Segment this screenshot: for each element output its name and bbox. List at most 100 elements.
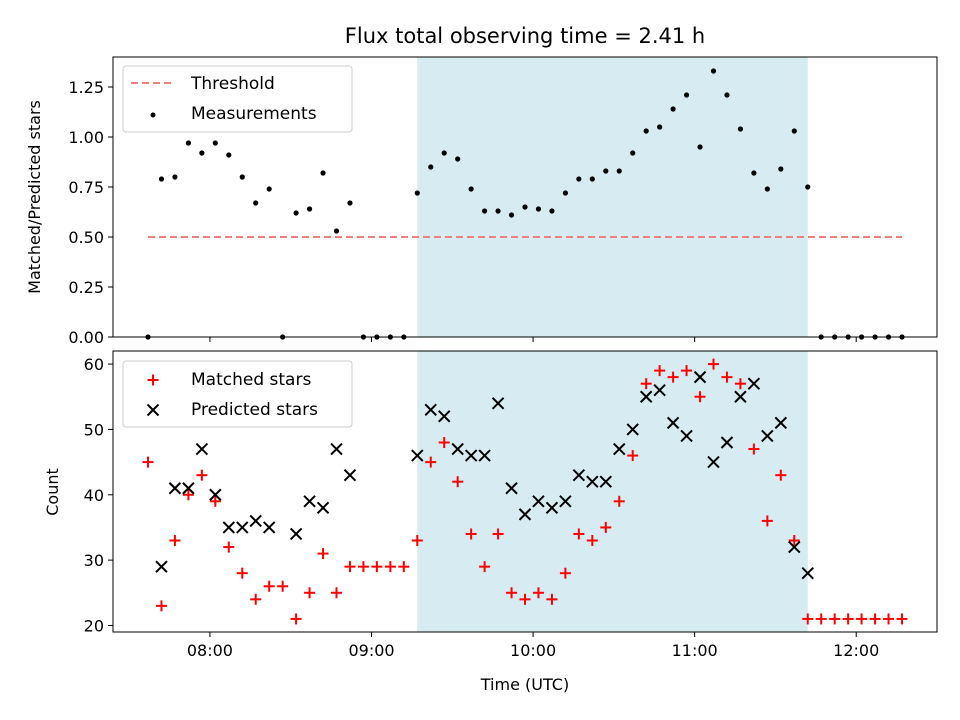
matched-star-point <box>317 548 329 560</box>
measurement-point <box>630 150 636 156</box>
predicted-star-point <box>586 475 599 488</box>
predicted-star-point <box>438 410 451 423</box>
matched-star-point <box>384 561 396 573</box>
matched-star-point <box>761 515 773 527</box>
measurement-point <box>805 184 811 190</box>
predicted-star-point <box>209 488 222 501</box>
measurement-point <box>455 156 461 162</box>
predicted-star-point <box>774 416 788 430</box>
measurement-point <box>495 208 501 214</box>
predicted-star-point <box>545 501 559 515</box>
measurement-point <box>670 106 676 112</box>
matched-star-point <box>546 593 558 605</box>
predicted-star-point <box>707 455 720 469</box>
predicted-star-point <box>505 482 518 495</box>
legend-measurements-label: Measurements <box>191 104 317 124</box>
measurement-point <box>172 174 178 180</box>
predicted-star-point <box>249 514 262 528</box>
matched-star-point <box>856 613 868 625</box>
top-panel-x-ticks <box>209 337 857 342</box>
top-y-tick-label: 0.50 <box>68 228 104 247</box>
matched-star-point <box>344 561 356 573</box>
matched-star-point <box>169 535 181 547</box>
matched-star-point <box>573 528 585 540</box>
measurement-point <box>212 140 218 146</box>
matched-star-point <box>707 358 719 370</box>
chart-title: Flux total observing time = 2.41 h <box>345 24 705 48</box>
top-y-tick-label: 0.25 <box>68 278 104 297</box>
legend-measurements-swatch <box>150 112 156 118</box>
measurement-point <box>657 124 663 130</box>
measurement-point <box>616 168 622 174</box>
matched-star-point <box>721 371 733 383</box>
legend-matched-swatch <box>147 374 159 386</box>
predicted-star-point <box>559 495 572 508</box>
matched-star-point <box>627 450 639 462</box>
x-tick-label: 09:00 <box>348 641 394 660</box>
measurement-point <box>226 152 232 158</box>
measurement-point <box>643 128 649 134</box>
measurement-point <box>576 176 582 182</box>
measurement-point <box>549 208 555 214</box>
predicted-star-point <box>491 397 505 410</box>
predicted-stars-points <box>155 370 814 580</box>
matched-star-point <box>681 365 693 377</box>
x-tick-label: 11:00 <box>672 641 718 660</box>
matched-star-point <box>748 443 760 455</box>
matched-star-point <box>357 561 369 573</box>
top-legend: Threshold Measurements <box>122 65 353 133</box>
measurement-point <box>347 200 353 206</box>
x-axis-label: Time (UTC) <box>480 675 569 694</box>
matched-star-point <box>586 535 598 547</box>
predicted-star-point <box>639 390 653 403</box>
predicted-star-point <box>532 495 545 508</box>
matched-star-point <box>600 521 612 533</box>
matched-star-point <box>236 567 248 579</box>
bottom-panel-x-ticks: 08:00 09:00 10:00 11:00 12:00 <box>187 632 879 660</box>
matched-star-point <box>425 456 437 468</box>
x-tick-label: 08:00 <box>187 641 233 660</box>
bottom-legend: Matched stars Predicted stars <box>122 360 353 428</box>
bottom-y-tick-label: 60 <box>84 355 104 374</box>
measurement-point <box>306 206 313 212</box>
matched-star-point <box>479 561 491 573</box>
measurement-point <box>293 210 299 216</box>
legend-x-marker <box>146 403 160 417</box>
measurement-point <box>320 170 326 176</box>
measurement-point <box>778 166 784 172</box>
matched-stars-points <box>142 358 908 625</box>
matched-star-point <box>775 469 787 481</box>
bottom-y-tick-label: 30 <box>84 551 104 570</box>
matched-star-point <box>883 613 895 625</box>
top-panel-shaded-interval <box>417 57 808 337</box>
predicted-star-point <box>788 540 801 554</box>
matched-star-point <box>815 613 827 625</box>
matched-star-point <box>331 587 343 599</box>
predicted-star-point <box>330 442 343 456</box>
predicted-star-point <box>343 468 357 482</box>
legend-plus-marker <box>147 374 159 386</box>
measurement-point <box>751 170 757 176</box>
matched-star-point <box>277 580 289 592</box>
matched-star-point <box>142 456 154 468</box>
measurement-point <box>239 174 245 180</box>
measurement-points <box>145 68 905 340</box>
measurement-point <box>535 206 542 212</box>
measurement-point <box>266 186 272 192</box>
bottom-legend-box <box>122 360 353 428</box>
predicted-star-point <box>761 429 774 443</box>
measurement-point <box>482 208 488 214</box>
predicted-star-point <box>801 566 814 580</box>
matched-star-point <box>640 378 652 390</box>
measurement-point <box>428 164 434 170</box>
matched-star-point <box>613 495 625 507</box>
top-panel: 0.00 0.25 0.50 0.75 1.00 1.25 Flux total obse… <box>25 24 938 347</box>
matched-star-point <box>411 535 423 547</box>
bottom-y-tick-label: 40 <box>84 486 104 505</box>
measurement-point <box>562 190 568 196</box>
matched-star-point <box>788 535 800 547</box>
top-panel-frame <box>112 56 938 338</box>
predicted-star-point <box>613 442 626 456</box>
measurement-point <box>441 150 447 156</box>
